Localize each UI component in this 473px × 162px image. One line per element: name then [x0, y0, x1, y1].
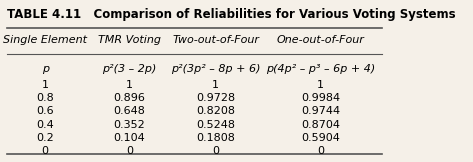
Text: 1: 1 — [42, 80, 49, 90]
Text: 0.8: 0.8 — [36, 93, 54, 103]
Text: TMR Voting: TMR Voting — [98, 35, 161, 45]
Text: Two-out-of-Four: Two-out-of-Four — [172, 35, 259, 45]
Text: 0.5904: 0.5904 — [301, 133, 340, 143]
Text: p: p — [42, 64, 49, 74]
Text: TABLE 4.11   Comparison of Reliabilities for Various Voting Systems: TABLE 4.11 Comparison of Reliabilities f… — [7, 8, 455, 21]
Text: 0.2: 0.2 — [36, 133, 54, 143]
Text: 0: 0 — [42, 146, 49, 156]
Text: 0.6: 0.6 — [36, 106, 54, 116]
Text: 0.4: 0.4 — [36, 120, 54, 130]
Text: 0.648: 0.648 — [114, 106, 145, 116]
Text: One-out-of-Four: One-out-of-Four — [277, 35, 365, 45]
Text: 0.8208: 0.8208 — [196, 106, 235, 116]
Text: 1: 1 — [126, 80, 133, 90]
Text: 0.9728: 0.9728 — [196, 93, 235, 103]
Text: p²(3p² – 8p + 6): p²(3p² – 8p + 6) — [171, 64, 260, 74]
Text: 0.896: 0.896 — [114, 93, 145, 103]
Text: Single Element: Single Element — [3, 35, 87, 45]
Text: 0.9744: 0.9744 — [301, 106, 341, 116]
Text: p²(3 – 2p): p²(3 – 2p) — [102, 64, 157, 74]
Text: 0.352: 0.352 — [114, 120, 145, 130]
Text: 1: 1 — [212, 80, 219, 90]
Text: 0: 0 — [126, 146, 133, 156]
Text: 0.5248: 0.5248 — [196, 120, 235, 130]
Text: 0: 0 — [212, 146, 219, 156]
Text: 0.9984: 0.9984 — [301, 93, 341, 103]
Text: p(4p² – p³ – 6p + 4): p(4p² – p³ – 6p + 4) — [266, 64, 376, 74]
Text: 0.8704: 0.8704 — [301, 120, 340, 130]
Text: 0.104: 0.104 — [114, 133, 145, 143]
Text: 0: 0 — [317, 146, 324, 156]
Text: 1: 1 — [317, 80, 324, 90]
Text: 0.1808: 0.1808 — [196, 133, 235, 143]
